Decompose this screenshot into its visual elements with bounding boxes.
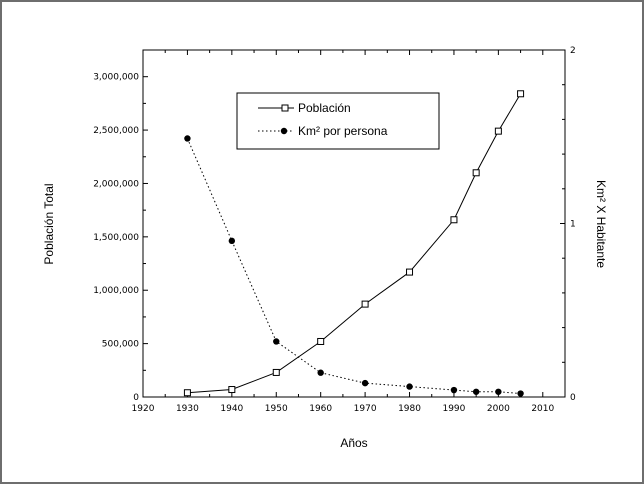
y-right-tick-label: 0: [570, 393, 576, 403]
legend: Población Km² por persona: [236, 92, 440, 150]
point-poblacion: [517, 90, 525, 98]
point-poblacion: [228, 386, 236, 394]
y-left-tick-label: 2,500,000: [93, 126, 139, 136]
point-poblacion: [472, 169, 480, 177]
x-tick-label: 1990: [442, 404, 465, 414]
point-poblacion: [450, 216, 458, 224]
point-km2: [406, 383, 413, 390]
point-poblacion: [494, 127, 502, 135]
legend-label-km2: Km² por persona: [298, 124, 388, 138]
x-tick-label: 1970: [354, 404, 377, 414]
y-left-tick-label: 1,000,000: [93, 286, 139, 296]
series-line-0: [187, 93, 522, 394]
y-left-tick-label: 2,000,000: [93, 179, 139, 189]
x-axis-label: Años: [340, 436, 367, 450]
point-km2: [517, 390, 524, 397]
legend-box: [236, 92, 440, 150]
legend-marker-km2: [280, 127, 288, 135]
x-tick-label: 1940: [220, 404, 243, 414]
y-right-tick-label: 2: [570, 46, 576, 56]
point-km2: [450, 386, 458, 394]
point-poblacion: [361, 300, 369, 308]
x-tick-label: 2010: [531, 404, 554, 414]
y-right-tick-label: 1: [570, 220, 576, 230]
y-axis-label-right: Km² X Habitante: [594, 180, 608, 268]
point-km2: [317, 369, 324, 376]
point-poblacion: [317, 337, 325, 345]
x-tick-label: 1980: [398, 404, 421, 414]
x-tick-label: 1950: [265, 404, 288, 414]
x-tick-label: 1920: [132, 404, 155, 414]
point-km2: [228, 237, 236, 245]
point-km2: [361, 379, 369, 387]
legend-label-poblacion: Población: [298, 101, 351, 115]
point-km2: [495, 388, 502, 395]
point-km2: [273, 338, 280, 345]
point-poblacion: [406, 268, 414, 276]
point-km2: [184, 135, 191, 142]
y-left-tick-label: 1,500,000: [93, 233, 139, 243]
legend-marker-poblacion: [281, 104, 289, 112]
x-tick-label: 1960: [309, 404, 332, 414]
point-poblacion: [183, 389, 191, 397]
x-tick-label: 1930: [176, 404, 199, 414]
series-line-1: [186, 138, 521, 395]
point-poblacion: [272, 368, 280, 376]
y-left-tick-label: 0: [133, 393, 139, 403]
x-tick-label: 2000: [487, 404, 510, 414]
point-km2: [472, 388, 480, 395]
y-left-tick-label: 500,000: [102, 340, 139, 350]
y-axis-label-left: Población Total: [42, 183, 56, 264]
y-left-tick-label: 3,000,000: [93, 73, 139, 83]
series-layer: [183, 90, 525, 397]
